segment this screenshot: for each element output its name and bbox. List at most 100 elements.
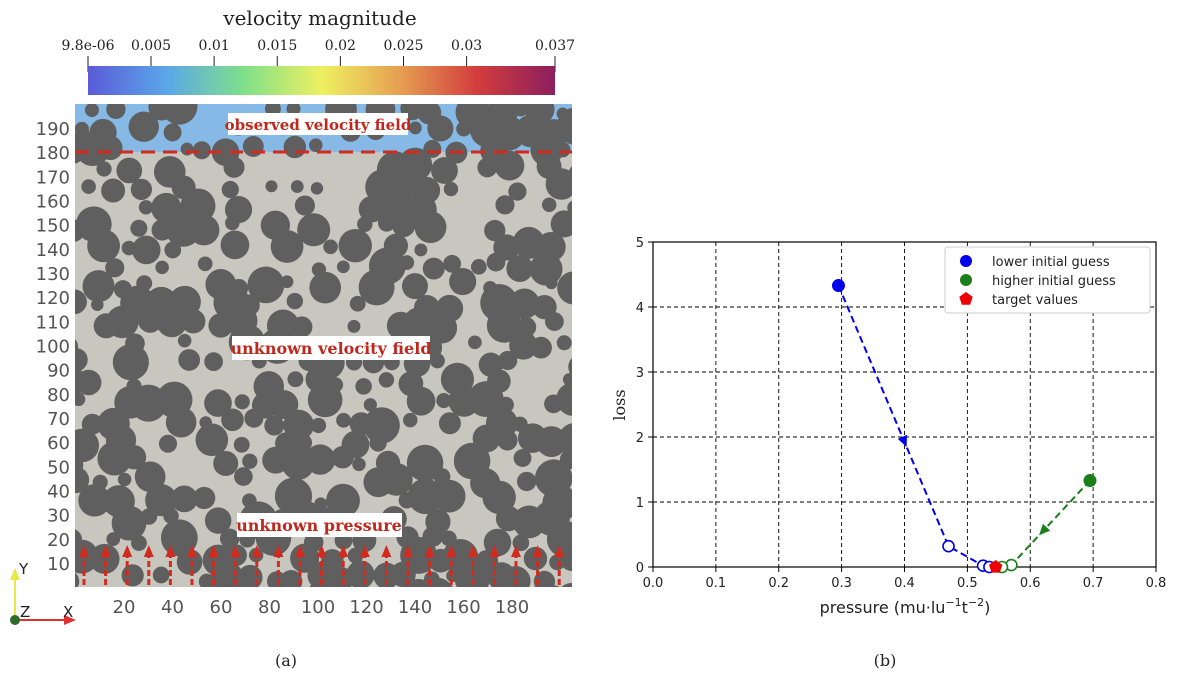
solid-grain	[379, 462, 413, 496]
solid-grain	[145, 484, 178, 517]
solid-grain	[498, 350, 518, 371]
solid-grain	[161, 104, 198, 125]
domain-y-tick-label: 60	[47, 433, 70, 454]
domain-y-tick-label: 110	[36, 312, 70, 333]
solid-grain	[75, 572, 80, 587]
caption-a: (a)	[275, 651, 297, 670]
solid-grain	[247, 266, 285, 304]
solid-grain	[155, 260, 169, 275]
solid-grain	[213, 450, 239, 476]
pressure-arrowhead	[143, 545, 154, 557]
y-axis-ticks: 0 1 2 3 4 5	[636, 236, 653, 576]
observed-label-bg	[228, 113, 408, 135]
y-axis-label: loss	[610, 389, 629, 420]
legend-label-lower: lower initial guess	[992, 255, 1110, 270]
solid-grain	[111, 505, 147, 541]
domain-x-tick-label: 100	[301, 597, 335, 618]
pressure-arrowhead	[511, 545, 521, 557]
domain-x-tick-label: 140	[398, 597, 432, 618]
domain-y-tick-label: 100	[36, 337, 70, 358]
solid-grain	[106, 305, 139, 339]
unknown-pressure-label-bg	[237, 513, 402, 537]
solid-grain	[192, 141, 211, 160]
solid-grain	[456, 121, 472, 137]
solid-grain	[513, 449, 532, 467]
solid-grain	[392, 213, 416, 238]
solid-grain	[357, 216, 373, 233]
domain-y-tick-label: 10	[47, 554, 70, 575]
solid-grain	[422, 257, 445, 280]
solid-grain	[270, 230, 304, 263]
solid-grain	[568, 358, 572, 376]
pressure-arrowhead	[446, 545, 457, 557]
solid-grain	[105, 258, 125, 278]
solid-grain	[140, 508, 158, 525]
solid-grain	[75, 348, 88, 372]
solid-grain	[429, 353, 445, 369]
y-tick-label: 2	[636, 431, 644, 446]
x-tick-label: 0.1	[706, 576, 727, 591]
solid-grain	[508, 182, 527, 201]
solid-grain	[219, 528, 240, 549]
solid-grain	[130, 178, 153, 201]
solid-grain	[188, 214, 220, 246]
pressure-arrowhead	[576, 545, 586, 557]
domain-y-tick-label: 160	[36, 192, 70, 213]
pressure-arrowhead	[403, 545, 413, 557]
solid-grain	[545, 168, 572, 200]
path-arrowhead-1	[1039, 523, 1051, 536]
solid-grain	[406, 386, 436, 416]
solid-grain	[221, 408, 244, 432]
solid-grain	[509, 331, 538, 360]
solid-grain	[506, 255, 534, 282]
domain-y-tick-label: 80	[47, 385, 70, 406]
pressure-arrowhead	[381, 545, 392, 557]
solid-grain	[178, 349, 201, 371]
solid-grain	[117, 472, 132, 487]
solid-grain	[283, 135, 307, 159]
solid-grain	[286, 292, 304, 310]
colorbar-ticks: 9.8e-06 0.005 0.01 0.015 0.02 0.025 0.03 0.037	[61, 38, 575, 72]
solid-grain	[352, 457, 366, 472]
solid-grain	[482, 480, 516, 515]
solid-grain	[545, 312, 564, 331]
domain-y-tick-label: 170	[36, 167, 70, 188]
solid-grain	[279, 570, 303, 587]
solid-grain	[156, 306, 187, 338]
solid-grain	[347, 319, 361, 333]
solid-grain	[338, 229, 372, 263]
pressure-arrowhead	[100, 545, 111, 557]
solid-grain	[130, 219, 148, 237]
target-point	[989, 560, 1003, 573]
solid-grain	[233, 436, 250, 453]
solid-grain	[349, 295, 366, 312]
pressure-arrowhead	[295, 545, 305, 557]
domain-y-tick-label: 140	[36, 240, 70, 261]
axis-y-label: Y	[18, 560, 29, 578]
solid-grain	[291, 316, 313, 338]
domain-y-tick-label: 70	[47, 409, 70, 430]
colorbar-tick-label: 0.037	[535, 38, 575, 54]
legend-marker-higher	[960, 274, 972, 286]
domain-x-tick-label: 120	[349, 597, 383, 618]
solid-grain	[158, 434, 178, 453]
solid-grain	[195, 423, 229, 457]
solid-grain	[75, 428, 100, 463]
observed-label: observed velocity field	[225, 116, 412, 134]
y-tick-label: 0	[636, 561, 644, 576]
solid-grain	[399, 255, 415, 270]
solid-grain	[82, 270, 115, 303]
solid-grain	[355, 378, 372, 395]
x-axis-ticks: 0.0 0.1 0.2 0.3 0.4 0.5 0.6 0.7 0.8	[643, 567, 1166, 591]
solid-grain	[181, 309, 206, 334]
solid-grain	[89, 543, 120, 574]
colorbar-tick-label: 0.005	[131, 38, 171, 54]
solid-grain	[336, 260, 350, 274]
pressure-arrowhead	[165, 545, 176, 557]
solid-grain	[309, 138, 323, 153]
solid-grain	[419, 577, 453, 587]
unknown-velocity-label-bg	[232, 336, 430, 360]
solid-grain	[529, 252, 563, 286]
pressure-arrowhead	[316, 545, 327, 557]
colorbar-tick-label: 0.03	[451, 38, 482, 54]
